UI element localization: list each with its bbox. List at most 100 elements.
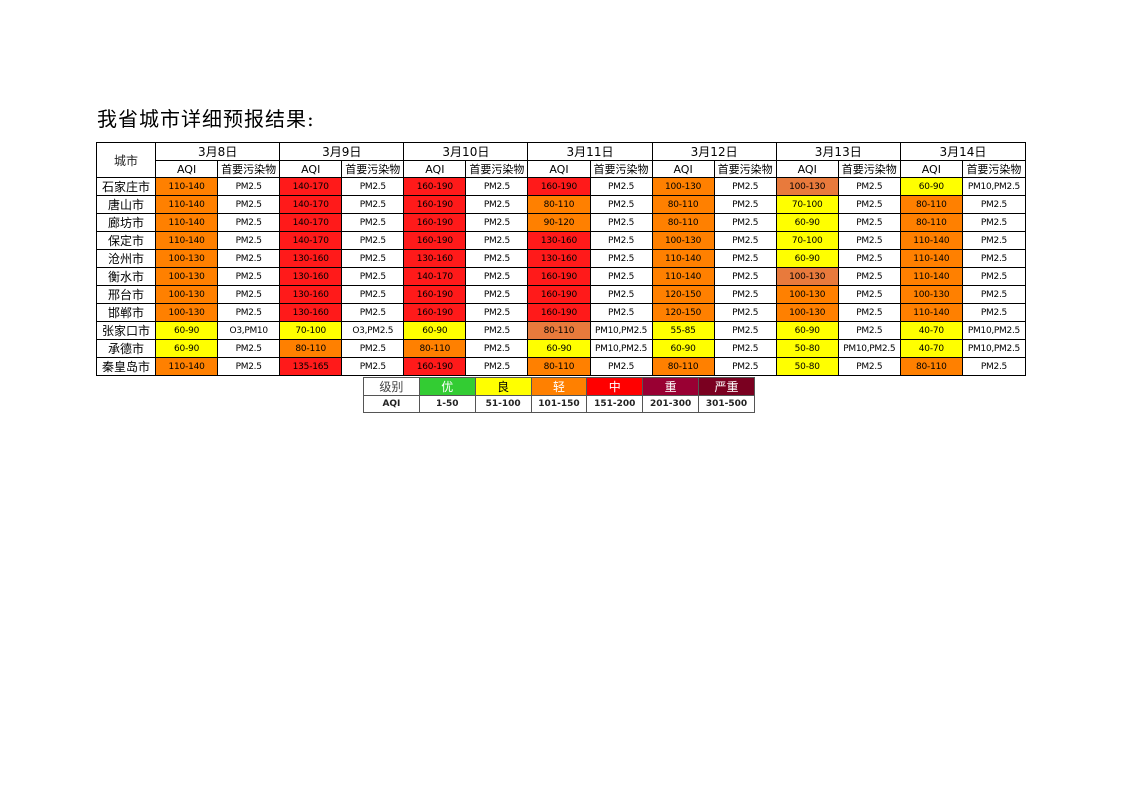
table-row: 承德市 60-90 PM2.5 80-110 PM2.5 80-110 PM2.5 60-90… xyxy=(95,339,1027,358)
aqi-range-cell: 135-165 xyxy=(279,357,343,376)
aqi-range-cell: 110-140 xyxy=(651,267,715,286)
city-name: 唐山市 xyxy=(95,195,157,214)
aqi-range-cell: 60-90 xyxy=(775,321,839,340)
pollutant-cell: PM2.5 xyxy=(713,321,777,340)
pollutant-column-header: 首要污染物 xyxy=(465,160,529,178)
table-row: 沧州市 100-130 PM2.5 130-160 PM2.5 130-160 PM2.5 1… xyxy=(95,249,1027,268)
pollutant-cell: PM2.5 xyxy=(589,249,653,268)
pollutant-cell: PM2.5 xyxy=(341,213,405,232)
pollutant-cell: PM2.5 xyxy=(217,357,281,376)
aqi-column-header: AQI xyxy=(527,160,591,178)
aqi-range-cell: 80-110 xyxy=(527,195,591,214)
aqi-range-cell: 60-90 xyxy=(403,321,467,340)
aqi-range-cell: 55-85 xyxy=(651,321,715,340)
pollutant-cell: O3,PM10 xyxy=(217,321,281,340)
city-name: 衡水市 xyxy=(95,267,157,286)
aqi-range-cell: 100-130 xyxy=(775,177,839,196)
pollutant-cell: PM2.5 xyxy=(341,249,405,268)
pollutant-cell: PM2.5 xyxy=(837,285,901,304)
aqi-range-cell: 100-130 xyxy=(155,303,219,322)
aqi-range-cell: 130-160 xyxy=(527,249,591,268)
pollutant-cell: PM2.5 xyxy=(341,177,405,196)
aqi-column-header: AQI xyxy=(899,160,963,178)
aqi-range-cell: 50-80 xyxy=(775,357,839,376)
pollutant-cell: PM2.5 xyxy=(465,177,529,196)
legend-aqi-range: 201-300 xyxy=(642,395,700,413)
aqi-range-cell: 80-110 xyxy=(527,321,591,340)
aqi-range-cell: 130-160 xyxy=(279,303,343,322)
aqi-range-cell: 110-140 xyxy=(899,267,963,286)
pollutant-cell: PM2.5 xyxy=(341,285,405,304)
aqi-range-cell: 80-110 xyxy=(651,195,715,214)
aqi-range-cell: 60-90 xyxy=(155,321,219,340)
aqi-range-cell: 110-140 xyxy=(155,195,219,214)
date-header: 3月13日 xyxy=(775,142,901,161)
pollutant-cell: PM2.5 xyxy=(465,213,529,232)
pollutant-column-header: 首要污染物 xyxy=(589,160,653,178)
aqi-range-cell: 60-90 xyxy=(775,213,839,232)
aqi-range-cell: 160-190 xyxy=(527,267,591,286)
pollutant-cell: PM2.5 xyxy=(217,267,281,286)
pollutant-cell: PM2.5 xyxy=(961,195,1027,214)
legend-level-swatch: 良 xyxy=(474,377,532,396)
pollutant-cell: PM2.5 xyxy=(341,195,405,214)
legend-level-swatch: 轻 xyxy=(530,377,588,396)
aqi-range-cell: 110-140 xyxy=(155,357,219,376)
aqi-range-cell: 100-130 xyxy=(651,177,715,196)
pollutant-cell: PM10,PM2.5 xyxy=(589,321,653,340)
table-row: 秦皇岛市 110-140 PM2.5 135-165 PM2.5 160-190 PM2.5… xyxy=(95,357,1027,376)
pollutant-cell: PM2.5 xyxy=(837,231,901,250)
pollutant-cell: PM2.5 xyxy=(465,321,529,340)
pollutant-cell: PM2.5 xyxy=(713,303,777,322)
pollutant-cell: PM2.5 xyxy=(961,249,1027,268)
aqi-range-cell: 110-140 xyxy=(155,177,219,196)
aqi-range-cell: 70-100 xyxy=(775,231,839,250)
aqi-range-cell: 100-130 xyxy=(651,231,715,250)
pollutant-cell: PM2.5 xyxy=(465,249,529,268)
table-row: 廊坊市 110-140 PM2.5 140-170 PM2.5 160-190 PM2.5 9… xyxy=(95,213,1027,232)
pollutant-cell: PM2.5 xyxy=(961,285,1027,304)
aqi-range-cell: 110-140 xyxy=(899,303,963,322)
aqi-range-cell: 60-90 xyxy=(155,339,219,358)
aqi-column-header: AQI xyxy=(279,160,343,178)
legend-aqi-range: 51-100 xyxy=(474,395,532,413)
pollutant-cell: PM2.5 xyxy=(589,213,653,232)
aqi-range-cell: 160-190 xyxy=(403,285,467,304)
pollutant-cell: PM2.5 xyxy=(837,303,901,322)
pollutant-cell: PM2.5 xyxy=(589,357,653,376)
aqi-range-cell: 80-110 xyxy=(651,357,715,376)
pollutant-cell: PM2.5 xyxy=(713,267,777,286)
pollutant-cell: PM2.5 xyxy=(217,339,281,358)
pollutant-cell: PM2.5 xyxy=(589,195,653,214)
aqi-column-header: AQI xyxy=(403,160,467,178)
legend-aqi-range: 101-150 xyxy=(530,395,588,413)
pollutant-cell: PM2.5 xyxy=(713,231,777,250)
aqi-range-cell: 110-140 xyxy=(155,231,219,250)
date-header: 3月10日 xyxy=(403,142,529,161)
aqi-range-cell: 130-160 xyxy=(279,267,343,286)
legend-level-label: 级别 xyxy=(363,377,420,396)
city-name: 邯郸市 xyxy=(95,303,157,322)
pollutant-cell: PM2.5 xyxy=(217,177,281,196)
city-name: 沧州市 xyxy=(95,249,157,268)
aqi-range-cell: 120-150 xyxy=(651,303,715,322)
date-header: 3月11日 xyxy=(527,142,653,161)
aqi-range-cell: 80-110 xyxy=(899,213,963,232)
pollutant-cell: PM2.5 xyxy=(837,357,901,376)
aqi-range-cell: 60-90 xyxy=(651,339,715,358)
pollutant-cell: PM2.5 xyxy=(341,339,405,358)
table-row: 邯郸市 100-130 PM2.5 130-160 PM2.5 160-190 PM2.5 1… xyxy=(95,303,1027,322)
aqi-range-cell: 160-190 xyxy=(403,177,467,196)
pollutant-cell: PM2.5 xyxy=(837,267,901,286)
pollutant-cell: PM2.5 xyxy=(341,231,405,250)
pollutant-cell: PM2.5 xyxy=(589,285,653,304)
pollutant-cell: PM2.5 xyxy=(713,177,777,196)
aqi-range-cell: 60-90 xyxy=(899,177,963,196)
pollutant-column-header: 首要污染物 xyxy=(837,160,901,178)
pollutant-cell: PM2.5 xyxy=(961,357,1027,376)
table-row: 邢台市 100-130 PM2.5 130-160 PM2.5 160-190 PM2.5 1… xyxy=(95,285,1027,304)
pollutant-cell: PM2.5 xyxy=(961,231,1027,250)
pollutant-cell: PM2.5 xyxy=(713,285,777,304)
pollutant-cell: PM2.5 xyxy=(465,357,529,376)
pollutant-cell: PM2.5 xyxy=(465,231,529,250)
